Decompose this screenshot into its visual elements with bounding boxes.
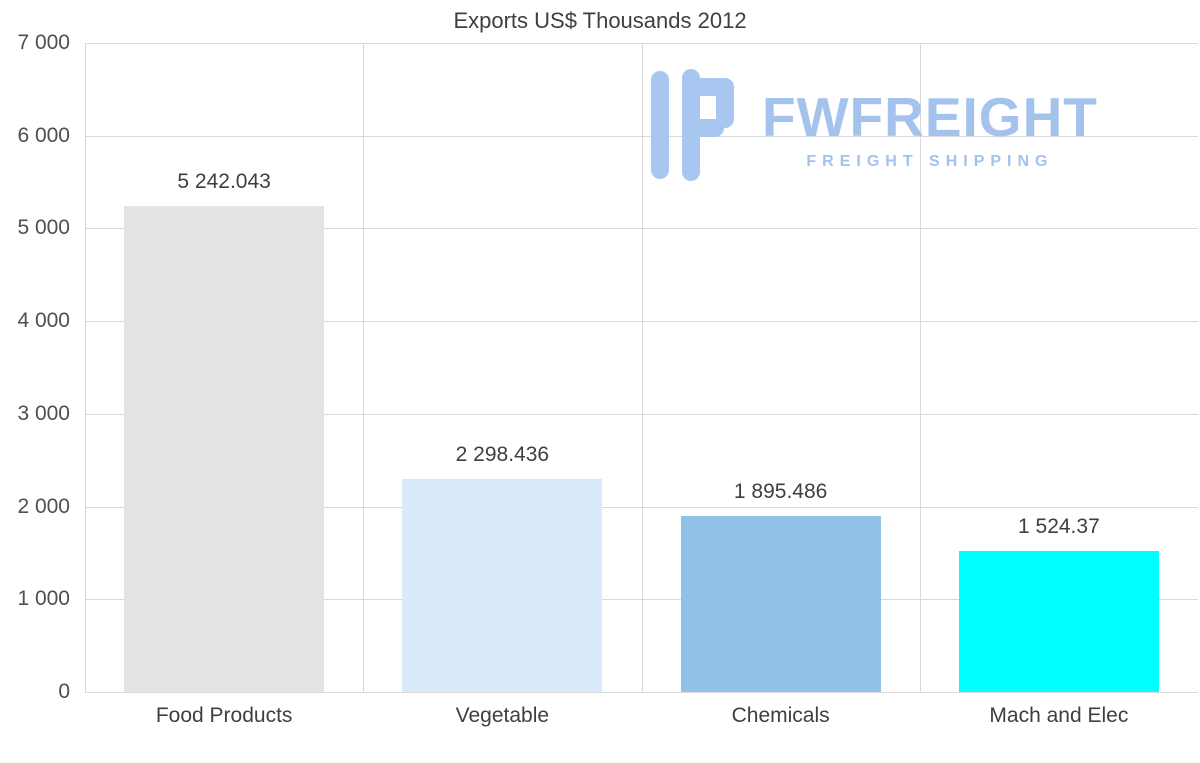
- gridline-vertical: [85, 43, 86, 692]
- bar-value-label: 2 298.436: [455, 442, 550, 466]
- x-axis-category-label: Vegetable: [455, 704, 550, 727]
- bar-mach-and-elec: [958, 550, 1159, 692]
- bar-chemicals: [680, 516, 881, 692]
- y-axis-tick-label: 0: [58, 680, 70, 703]
- gridline-horizontal: [85, 692, 1198, 693]
- y-axis-tick-label: 2 000: [17, 494, 70, 518]
- y-axis-tick-label: 3 000: [17, 401, 70, 425]
- x-axis-category-label: Mach and Elec: [989, 704, 1129, 727]
- y-axis-tick-label: 5 000: [17, 216, 70, 240]
- x-axis-category-label: Food Products: [155, 704, 293, 727]
- y-axis-tick-label: 7 000: [17, 31, 70, 54]
- x-axis-category-label: Chemicals: [731, 704, 830, 727]
- gridline-vertical: [919, 43, 921, 692]
- y-axis-labels: 0 1 000 2 000 3 000 4 000 5 000 6 000 7 000: [0, 31, 74, 703]
- watermark-text: FWFREIGHT FREIGHT SHIPPING: [762, 90, 1098, 171]
- plot-area: 5 242.043 2 298.436 1 895.486 1 524.37: [85, 43, 1198, 693]
- x-axis-labels: Food Products Vegetable Chemicals Mach and …: [85, 704, 1198, 736]
- chart-title: Exports US$ Thousands 2012: [453, 8, 747, 33]
- y-axis-tick-label: 4 000: [17, 309, 70, 333]
- bar-value-label: 5 242.043: [177, 170, 271, 193]
- fwfreight-logo-icon: [651, 69, 734, 181]
- gridline-vertical: [363, 43, 365, 692]
- watermark-tagline: FREIGHT SHIPPING: [806, 153, 1054, 170]
- watermark-brand: FWFREIGHT: [762, 86, 1098, 148]
- gridline-vertical: [641, 43, 643, 692]
- bar-food-products: [124, 206, 325, 692]
- bar-value-label: 1 524.37: [1018, 514, 1100, 538]
- y-axis-tick-label: 6 000: [17, 123, 70, 147]
- watermark-logo: FWFREIGHT FREIGHT SHIPPING: [648, 66, 1098, 184]
- y-axis-tick-label: 1 000: [17, 587, 70, 611]
- bar-value-label: 1 895.486: [733, 480, 828, 504]
- bar-vegetable: [402, 478, 603, 692]
